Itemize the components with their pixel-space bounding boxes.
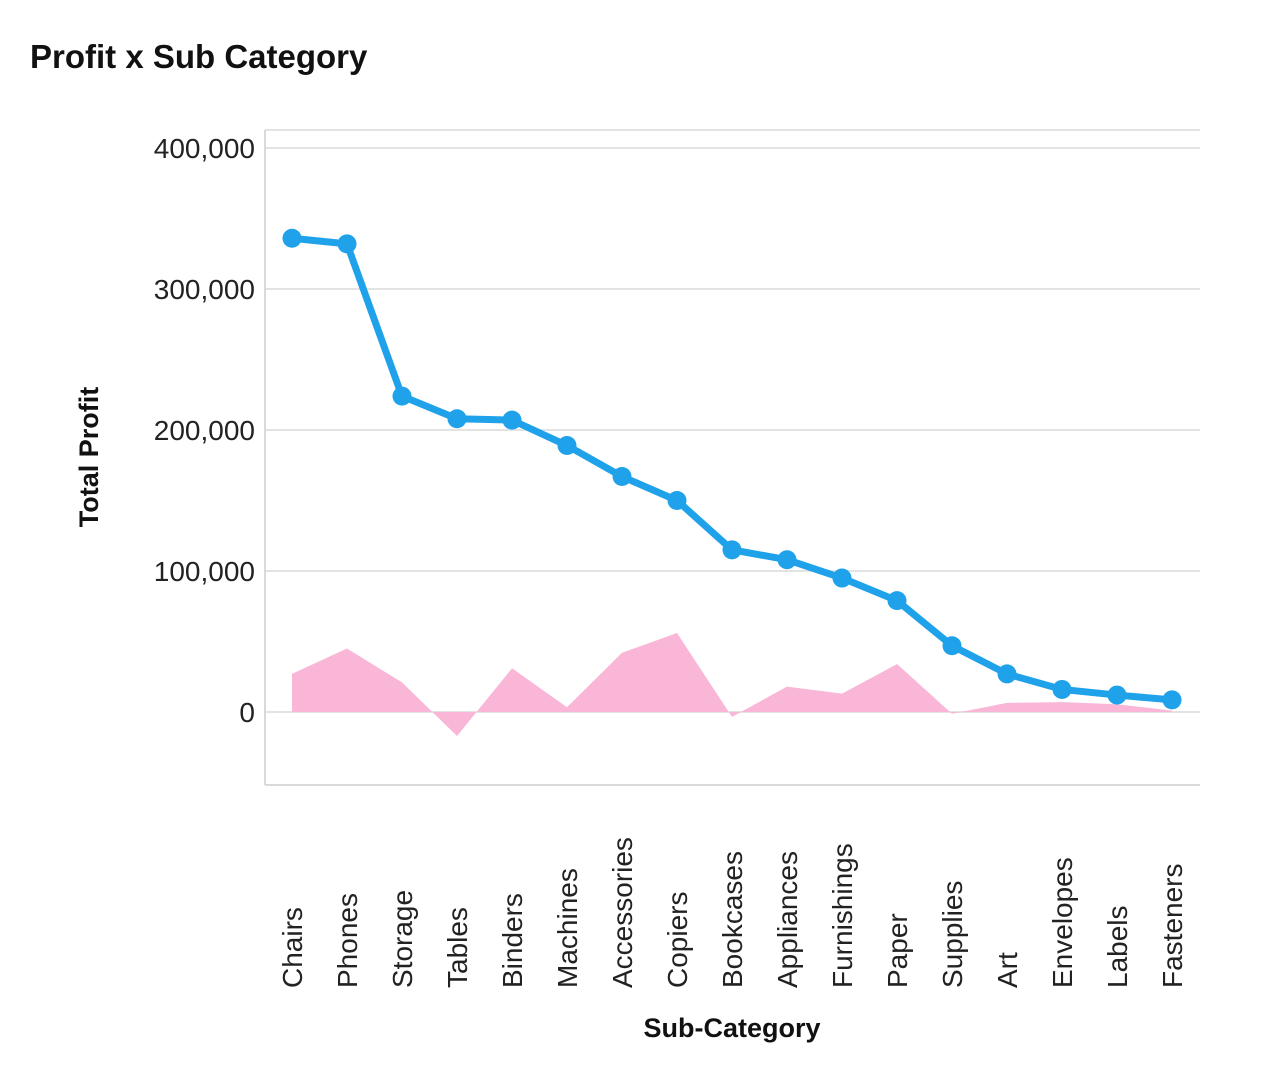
- x-tick-label: Bookcases: [717, 851, 748, 988]
- x-tick-label: Appliances: [772, 851, 803, 988]
- x-tick-label: Copiers: [662, 892, 693, 988]
- total-points-layer: [282, 228, 1182, 710]
- y-tick-label: 400,000: [154, 133, 255, 164]
- x-tick-label: Accessories: [607, 837, 638, 988]
- x-tick-label: Chairs: [277, 907, 308, 988]
- x-axis-title: Sub-Category: [643, 1013, 820, 1043]
- y-tick-labels: 0 100,000 200,000 300,000 400,000: [154, 133, 255, 728]
- y-tick-label: 100,000: [154, 556, 255, 587]
- total-point[interactable]: [722, 540, 742, 560]
- profit-area: [292, 633, 1172, 736]
- total-point[interactable]: [942, 636, 962, 656]
- y-axis-title: Total Profit: [74, 387, 104, 527]
- total-line-layer: [288, 234, 1176, 704]
- total-point[interactable]: [1162, 690, 1182, 710]
- x-tick-label: Furnishings: [827, 843, 858, 988]
- total-point[interactable]: [667, 491, 687, 510]
- profit-area-layer: [292, 633, 1172, 736]
- x-tick-label: Machines: [552, 868, 583, 988]
- y-tick-label: 300,000: [154, 274, 255, 305]
- total-point[interactable]: [447, 409, 467, 429]
- total-line: [288, 234, 1176, 704]
- total-point[interactable]: [832, 568, 852, 588]
- total-point[interactable]: [557, 436, 577, 456]
- axis-layer: [264, 130, 1200, 786]
- total-point[interactable]: [337, 234, 357, 254]
- x-tick-label: Tables: [442, 907, 473, 988]
- x-tick-label: Envelopes: [1047, 857, 1078, 988]
- y-tick-label: 0: [239, 697, 255, 728]
- x-tick-label: Paper: [882, 913, 913, 988]
- total-point[interactable]: [282, 228, 302, 248]
- total-point[interactable]: [392, 386, 412, 406]
- total-point[interactable]: [997, 664, 1017, 684]
- x-tick-label: Art: [992, 952, 1023, 988]
- x-tick-label: Phones: [332, 893, 363, 988]
- total-point[interactable]: [1107, 685, 1127, 705]
- total-point[interactable]: [777, 550, 797, 570]
- x-tick-label: Binders: [497, 893, 528, 988]
- total-point[interactable]: [612, 467, 632, 487]
- chart-title: Profit x Sub Category: [30, 38, 368, 75]
- total-point[interactable]: [502, 410, 522, 430]
- total-point[interactable]: [887, 591, 907, 611]
- total-point[interactable]: [1052, 679, 1072, 699]
- x-tick-labels: Chairs Phones Storage Tables Binders Machines…: [277, 837, 1188, 988]
- y-tick-label: 200,000: [154, 415, 255, 446]
- x-tick-label: Supplies: [937, 881, 968, 988]
- grid-layer: [265, 129, 1200, 713]
- x-tick-label: Storage: [387, 890, 418, 988]
- x-tick-label: Labels: [1102, 905, 1133, 988]
- x-tick-label: Fasteners: [1157, 864, 1188, 989]
